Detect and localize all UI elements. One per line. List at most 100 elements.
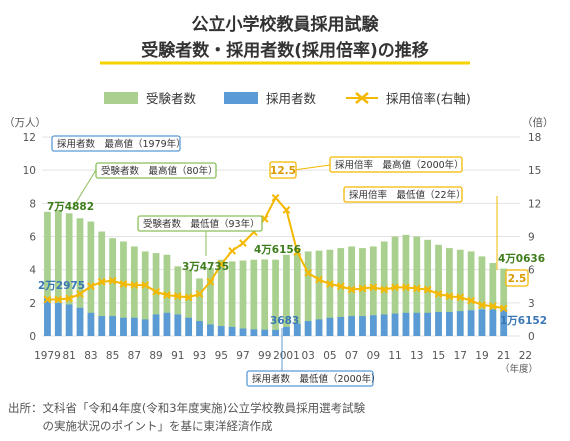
value-label-hires-2000: 3683: [270, 315, 299, 327]
bar-hires: [348, 316, 355, 336]
bar-hires: [163, 312, 171, 336]
bar-hires: [120, 317, 127, 336]
x-axis-unit: （年度）: [500, 363, 538, 375]
bar-hires: [413, 312, 421, 336]
bar-hires: [65, 304, 73, 336]
bar-hires: [54, 302, 62, 336]
bar-applicants: [402, 234, 410, 336]
y-left-tick-label: 10: [23, 165, 36, 177]
bar-hires: [369, 315, 377, 336]
bar-applicants: [315, 250, 323, 336]
ratio-marker: [325, 280, 334, 288]
bar-hires: [315, 319, 323, 336]
bar-hires: [456, 311, 464, 336]
bar-applicants: [207, 268, 214, 336]
legend-label-hires: 採用者数: [266, 91, 317, 106]
ratio-marker: [315, 275, 323, 284]
x-tick-label: 87: [128, 350, 141, 362]
x-tick-label: 22: [519, 350, 532, 362]
ratio-marker: [163, 291, 171, 300]
bar-hires: [239, 328, 247, 336]
bar-hires: [228, 326, 236, 336]
legend-swatch-ratio-marker: [355, 92, 369, 104]
svg-text:受験者数 最高値（80年）: 受験者数 最高値（80年）: [101, 165, 218, 177]
x-tick-label: 99: [258, 350, 271, 362]
ratio-marker: [456, 293, 465, 302]
ratio-marker: [434, 290, 443, 298]
bar-hires: [130, 317, 138, 336]
ratio-marker: [358, 284, 367, 293]
x-tick-label: 91: [171, 350, 184, 362]
svg-text:12.5: 12.5: [270, 165, 296, 177]
bar-applicants: [250, 259, 258, 336]
y-right-tick-label: 9: [528, 232, 535, 244]
y-left-tick-label: 8: [29, 198, 36, 210]
svg-text:受験者数 最低値（93年）: 受験者数 最低値（93年）: [143, 218, 260, 230]
annotation-hires-min: 採用者数 最低値（2000年）: [246, 328, 381, 387]
bar-applicants: [120, 241, 127, 336]
annotation-ratio-min: 採用倍率 最低値（22年）: [343, 186, 498, 270]
value-label-ratio-2000: 12.5: [269, 161, 297, 179]
source-line-1: 出所：文科省「令和4年度(令和3年度実施)公立学校教員採用選考試験: [8, 401, 366, 415]
bar-hires: [185, 317, 193, 336]
y-tick-labels: 0 2 4 6 8 10 12 0 3 6 9 12 15 18: [23, 132, 542, 343]
bar-applicants: [304, 251, 312, 336]
bar-applicants: [141, 251, 149, 336]
bar-hires: [380, 314, 388, 336]
bar-hires: [207, 324, 214, 336]
bar-applicants: [489, 263, 497, 336]
bar-hires: [337, 316, 345, 336]
bar-hires: [87, 312, 95, 336]
bar-hires: [391, 313, 399, 336]
bar-applicants: [369, 246, 377, 336]
bar-hires: [435, 311, 442, 336]
svg-text:2.5: 2.5: [508, 273, 527, 285]
bar-applicants: [478, 256, 486, 336]
bar-applicants: [44, 211, 51, 336]
ratio-marker: [412, 284, 421, 293]
bar-hires: [109, 316, 116, 336]
bar-applicants: [413, 236, 421, 336]
chart-title: 公立小学校教員採用試験: [192, 14, 380, 35]
source-line-2: の実施状況のポイント」を基に東洋経済作成: [8, 419, 273, 433]
bar-hires: [250, 329, 258, 336]
bar-hires: [272, 329, 279, 336]
bar-applicants: [65, 213, 73, 336]
ratio-marker: [282, 206, 291, 214]
bar-hires: [359, 316, 366, 336]
bar-hires: [326, 317, 334, 336]
bar-applicants: [174, 266, 182, 336]
legend-label-applicants: 受験者数: [146, 91, 197, 106]
value-label-ratio-2021: 2.5: [505, 269, 529, 287]
bar-applicants: [217, 259, 225, 336]
bar-hires: [467, 310, 475, 336]
y-left-tick-label: 4: [29, 265, 36, 277]
bar-hires: [152, 314, 160, 336]
bar-applicants: [76, 218, 84, 336]
ratio-marker: [108, 276, 117, 285]
y-left-tick-label: 0: [29, 331, 36, 343]
ratio-marker: [271, 193, 280, 202]
y-left-tick-label: 6: [29, 232, 36, 244]
annotation-applicants-max: 受験者数 最高値（80年）: [71, 162, 218, 210]
x-tick-label: 21: [497, 350, 510, 362]
ratio-marker: [380, 285, 389, 294]
x-tick-label: 85: [106, 350, 119, 362]
bar-applicants: [435, 244, 442, 336]
ratio-marker: [43, 295, 52, 304]
ratio-marker: [54, 295, 63, 304]
svg-text:採用者数 最高値（1979年）: 採用者数 最高値（1979年）: [57, 138, 186, 150]
x-tick-label: 1979: [34, 350, 61, 362]
ratio-marker: [195, 290, 204, 298]
y-right-tick-label: 15: [528, 165, 541, 177]
bar-applicants: [456, 249, 464, 336]
x-tick-label: 97: [236, 350, 249, 362]
x-tick-label: 03: [301, 350, 314, 362]
bar-applicants: [326, 249, 334, 336]
ratio-marker: [228, 246, 237, 255]
annotation-ratio-max: 採用倍率 最高値（2000年）: [293, 156, 464, 173]
ratio-marker: [173, 292, 182, 301]
value-label-hires-2021: 1万6152: [500, 315, 547, 327]
bar-applicants: [359, 248, 366, 336]
